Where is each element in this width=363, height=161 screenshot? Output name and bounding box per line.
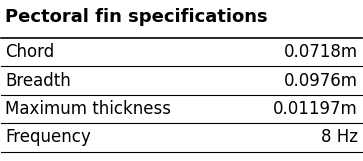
Text: 0.01197m: 0.01197m bbox=[273, 100, 358, 118]
Text: Maximum thickness: Maximum thickness bbox=[5, 100, 171, 118]
Text: Chord: Chord bbox=[5, 43, 54, 61]
Text: Frequency: Frequency bbox=[5, 128, 91, 147]
Text: 8 Hz: 8 Hz bbox=[321, 128, 358, 147]
Text: Breadth: Breadth bbox=[5, 71, 71, 90]
Text: Pectoral fin specifications: Pectoral fin specifications bbox=[5, 8, 268, 26]
Text: 0.0718m: 0.0718m bbox=[284, 43, 358, 61]
Text: 0.0976m: 0.0976m bbox=[284, 71, 358, 90]
